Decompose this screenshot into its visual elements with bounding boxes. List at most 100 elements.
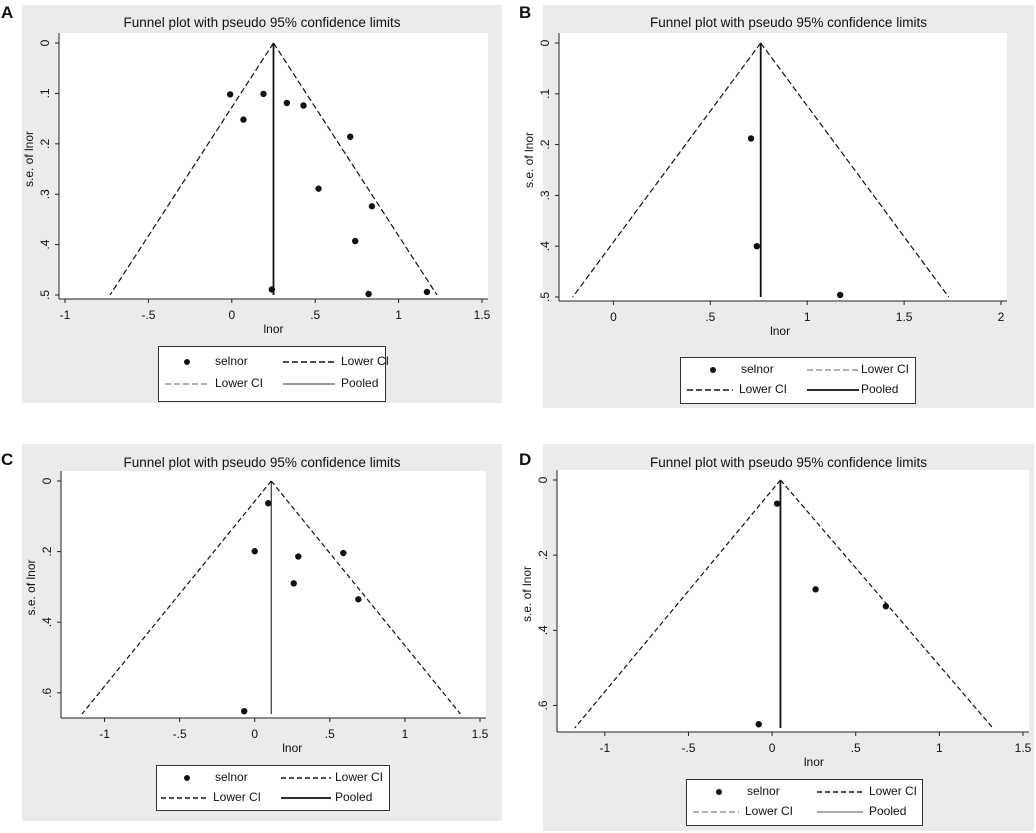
y-tick-label: .6 — [40, 687, 54, 697]
y-axis-title: s.e. of lnor — [24, 559, 38, 615]
lower-ci-line — [109, 42, 275, 296]
lower-ci-line — [81, 480, 272, 715]
y-tick-label: .1 — [38, 88, 52, 98]
x-tick-label: 0 — [610, 310, 617, 324]
y-tick-label: .1 — [538, 88, 552, 98]
plot-region — [557, 470, 1029, 732]
study-point — [882, 603, 890, 610]
plot-area: -1 -.5 0 .5 1 1.5 0 .2 .4 .6 lnor s.e. of lnor — [520, 470, 1032, 769]
panel-letter-c: C — [1, 450, 14, 469]
x-tick-label: 0 — [228, 308, 235, 322]
panel-letter-b: B — [519, 3, 532, 22]
x-tick-label: -.5 — [173, 727, 187, 741]
x-axis-title: lnor — [804, 755, 824, 769]
study-point — [423, 288, 431, 296]
y-tick-label: .2 — [538, 139, 552, 149]
y-tick-label: .4 — [536, 625, 550, 635]
study-point — [812, 586, 819, 593]
upper-ci-line — [272, 42, 438, 296]
chart-title: Funnel plot with pseudo 95% confidence l… — [650, 455, 927, 470]
legend: selnor Lower CI Lower CI Pooled — [158, 346, 389, 402]
x-tick-label: 1.5 — [896, 310, 913, 324]
y-tick-label: .4 — [538, 241, 552, 251]
study-point — [241, 707, 248, 715]
study-point — [352, 237, 359, 245]
upper-ci-line — [760, 42, 950, 298]
y-tick-label: .3 — [38, 189, 52, 199]
y-tick-label: .2 — [40, 546, 54, 556]
study-point — [295, 553, 302, 560]
x-axis-title: lnor — [282, 741, 302, 755]
funnel-plot-panel-a: Funnel plot with pseudo 95% confidence l… — [22, 5, 502, 403]
study-point — [747, 135, 755, 142]
study-point — [268, 286, 276, 293]
study-point — [265, 500, 272, 507]
study-point — [755, 721, 762, 728]
x-tick-label: -1 — [599, 741, 610, 755]
y-axis-title: s.e. of lnor — [522, 132, 536, 188]
y-tick-label: .4 — [40, 617, 54, 627]
plot-region — [61, 471, 486, 718]
y-tick-label: .2 — [38, 138, 52, 148]
y-tick-label: .5 — [538, 292, 552, 302]
y-tick-label: 0 — [38, 39, 52, 46]
y-tick-label: 0 — [536, 476, 550, 483]
plot-area: 0 .5 1 1.5 2 0 .1 .2 .3 .4 .5 lnor s.e. of lnor — [522, 33, 1007, 338]
study-point — [355, 596, 362, 603]
funnel-plot-panel-b: Funnel plot with pseudo 95% confidence l… — [522, 5, 1034, 408]
x-tick-label: 0 — [251, 727, 258, 741]
y-axis-title: s.e. of lnor — [520, 566, 534, 622]
panel-letter-d: D — [519, 450, 532, 469]
x-tick-label: -1 — [99, 727, 110, 741]
y-tick-label: .5 — [38, 290, 52, 300]
y-axis-title: s.e. of lnor — [22, 131, 36, 187]
y-tick-label: .2 — [536, 550, 550, 560]
study-point — [347, 133, 354, 140]
x-tick-label: 1 — [402, 727, 409, 741]
study-point — [365, 290, 372, 298]
chart-title: Funnel plot with pseudo 95% confidence l… — [123, 455, 401, 470]
x-tick-label: -1 — [60, 308, 71, 322]
funnel-plot-panel-c: Funnel plot with pseudo 95% confidence l… — [22, 444, 502, 821]
study-point — [290, 580, 297, 587]
study-point — [300, 102, 307, 109]
plot-region — [559, 33, 1007, 301]
x-tick-label: -.5 — [681, 741, 695, 755]
x-tick-label: 1 — [395, 308, 402, 322]
upper-ci-line — [270, 480, 461, 715]
funnel-plot-panel-d: Funnel plot with pseudo 95% confidence l… — [520, 444, 1034, 831]
plot-area: -1 -.5 0 .5 1 1.5 0 .2 .4 .6 lnor s.e. of lnor — [24, 471, 489, 755]
study-point — [315, 185, 322, 192]
x-tick-label: 0 — [769, 741, 776, 755]
y-tick-label: .3 — [538, 190, 552, 200]
x-tick-label: -.5 — [141, 308, 155, 322]
legend: selnor Lower CI Lower CI Pooled — [680, 357, 916, 404]
chart-title: Funnel plot with pseudo 95% confidence l… — [123, 15, 401, 30]
x-tick-label: .5 — [325, 727, 335, 741]
plot-area: -1 -.5 0 .5 1 1.5 0 .1 .2 .3 .4 .5 lnor s.e. of lnor — [22, 33, 491, 336]
x-tick-label: 1.5 — [472, 727, 489, 741]
lower-ci-line — [574, 479, 781, 729]
x-axis-title: lnor — [770, 324, 790, 338]
x-tick-label: .5 — [851, 741, 861, 755]
study-point — [226, 91, 234, 98]
y-tick-label: .4 — [38, 239, 52, 249]
x-tick-label: .5 — [705, 310, 715, 324]
x-tick-label: 1.5 — [1015, 741, 1032, 755]
study-point — [260, 90, 267, 98]
x-tick-label: 1 — [936, 741, 943, 755]
study-point — [240, 116, 247, 123]
x-axis-title: lnor — [263, 322, 283, 336]
lower-ci-line — [572, 42, 762, 298]
x-tick-label: 1 — [804, 310, 811, 324]
x-tick-label: .5 — [310, 308, 320, 322]
study-point — [340, 549, 347, 557]
study-point — [836, 291, 844, 299]
x-tick-label: 1.5 — [474, 308, 491, 322]
y-tick-label: 0 — [40, 477, 54, 484]
study-point — [283, 99, 291, 107]
panel-letter-a: A — [1, 3, 14, 22]
y-tick-label: 0 — [538, 39, 552, 46]
study-point — [753, 243, 761, 250]
study-point — [773, 500, 781, 507]
